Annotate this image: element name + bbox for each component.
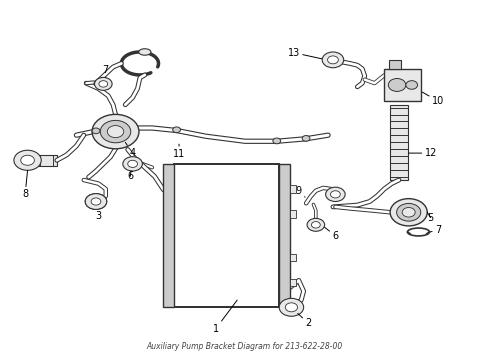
Text: 11: 11 [173, 144, 185, 159]
Text: 6: 6 [127, 171, 133, 181]
Text: 6: 6 [325, 227, 339, 240]
Bar [279, 164, 290, 307]
Text: 2: 2 [298, 314, 312, 328]
Circle shape [107, 126, 124, 138]
Text: 7: 7 [430, 225, 441, 235]
Circle shape [273, 138, 281, 144]
Bar [389, 60, 401, 69]
Bar [23, 154, 57, 166]
Circle shape [100, 120, 131, 143]
Circle shape [396, 203, 421, 221]
Bar [390, 105, 408, 180]
Circle shape [95, 77, 112, 90]
Bar [290, 253, 296, 261]
Text: 1: 1 [213, 300, 237, 334]
Circle shape [406, 81, 417, 89]
Text: 4: 4 [125, 142, 136, 158]
Circle shape [172, 127, 180, 133]
Text: 3: 3 [96, 205, 101, 221]
Circle shape [285, 303, 297, 312]
Circle shape [331, 191, 340, 198]
Circle shape [92, 114, 139, 149]
Bar [290, 185, 296, 193]
Circle shape [402, 207, 415, 217]
Circle shape [302, 135, 310, 141]
Bar [174, 164, 279, 307]
Circle shape [91, 198, 101, 205]
Bar [384, 69, 421, 101]
Text: Auxiliary Pump Bracket Diagram for 213-622-28-00: Auxiliary Pump Bracket Diagram for 213-6… [147, 342, 343, 351]
Circle shape [92, 128, 100, 134]
Circle shape [322, 52, 343, 68]
Circle shape [312, 222, 320, 228]
Text: 8: 8 [22, 170, 28, 199]
Bar [163, 164, 174, 307]
Bar [290, 211, 296, 218]
Circle shape [85, 194, 107, 210]
Circle shape [21, 155, 34, 165]
Circle shape [91, 198, 101, 206]
Text: 5: 5 [427, 212, 434, 222]
Circle shape [128, 160, 138, 167]
Circle shape [85, 194, 107, 210]
Text: 13: 13 [288, 48, 322, 59]
Circle shape [123, 157, 143, 171]
Circle shape [328, 56, 338, 64]
Circle shape [388, 78, 406, 91]
Circle shape [14, 150, 41, 170]
Text: 9: 9 [295, 186, 305, 197]
Text: 7: 7 [102, 64, 109, 77]
Circle shape [390, 199, 427, 226]
Bar [290, 279, 296, 286]
Bar [174, 164, 279, 307]
Circle shape [99, 81, 108, 87]
Text: 12: 12 [409, 148, 437, 158]
Circle shape [326, 187, 345, 202]
Circle shape [307, 219, 325, 231]
Text: 10: 10 [422, 92, 444, 106]
Ellipse shape [139, 49, 151, 55]
Circle shape [279, 298, 304, 316]
